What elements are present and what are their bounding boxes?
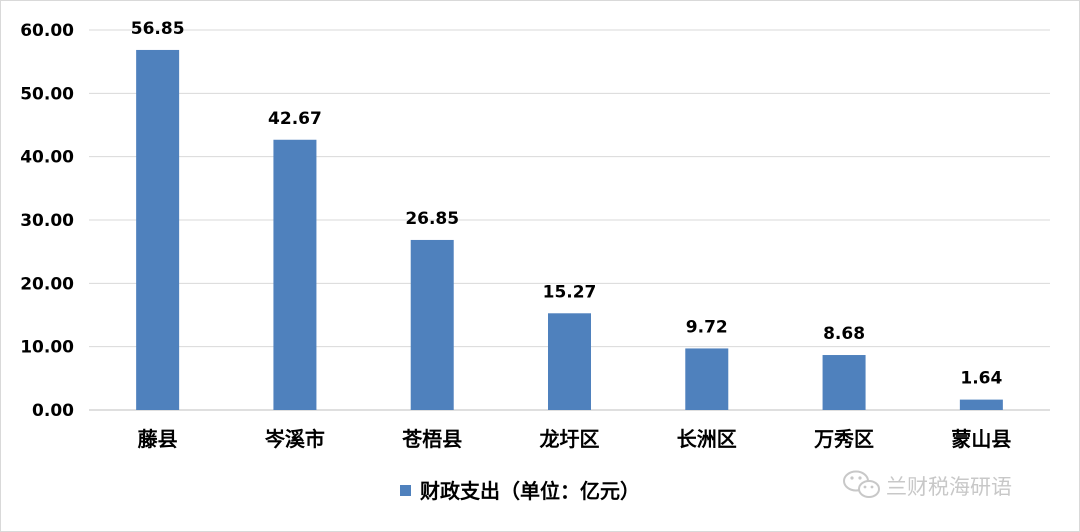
y-tick-label: 20.00 — [20, 274, 74, 294]
bar — [685, 348, 729, 410]
x-tick-label: 藤县 — [137, 427, 178, 451]
y-tick-label: 0.00 — [32, 401, 74, 421]
bar — [822, 355, 866, 410]
y-tick-label: 30.00 — [20, 211, 74, 231]
bar — [273, 139, 317, 411]
data-label: 42.67 — [268, 109, 322, 129]
x-axis-category-labels: 藤县 岑溪市 苍梧县 龙圩区 长洲区 万秀区 蒙山县 — [137, 427, 1012, 451]
legend-swatch — [400, 485, 411, 496]
x-tick-label: 蒙山县 — [951, 427, 1011, 451]
wechat-icon — [843, 470, 880, 498]
legend-label: 财政支出（单位：亿元） — [420, 479, 640, 503]
data-label: 15.27 — [543, 282, 597, 302]
watermark: 兰财税海研语 — [843, 470, 1012, 499]
bar — [136, 49, 180, 410]
x-tick-label: 长洲区 — [677, 427, 737, 451]
data-labels: 56.85 42.67 26.85 15.27 9.72 8.68 1.64 — [131, 19, 1003, 389]
watermark-text: 兰财税海研语 — [886, 475, 1012, 499]
y-axis-tick-labels: 0.00 10.00 20.00 30.00 40.00 50.00 60.00 — [20, 21, 74, 421]
data-label: 1.64 — [960, 369, 1002, 389]
x-tick-label: 苍梧县 — [401, 427, 462, 451]
y-tick-label: 60.00 — [20, 21, 74, 41]
bar — [548, 313, 591, 410]
data-label: 9.72 — [686, 317, 728, 337]
x-tick-label: 岑溪市 — [265, 427, 325, 451]
y-tick-label: 40.00 — [20, 148, 74, 168]
bar — [959, 399, 1003, 410]
bar — [410, 239, 454, 410]
legend: 财政支出（单位：亿元） — [400, 479, 640, 503]
bars — [136, 49, 1003, 411]
y-tick-label: 50.00 — [20, 84, 74, 104]
data-label: 56.85 — [131, 19, 185, 39]
data-label: 8.68 — [823, 324, 865, 344]
x-tick-label: 万秀区 — [813, 427, 874, 451]
y-tick-label: 10.00 — [20, 338, 74, 358]
x-tick-label: 龙圩区 — [540, 427, 600, 451]
data-label: 26.85 — [405, 209, 459, 229]
gridlines — [89, 29, 1050, 411]
